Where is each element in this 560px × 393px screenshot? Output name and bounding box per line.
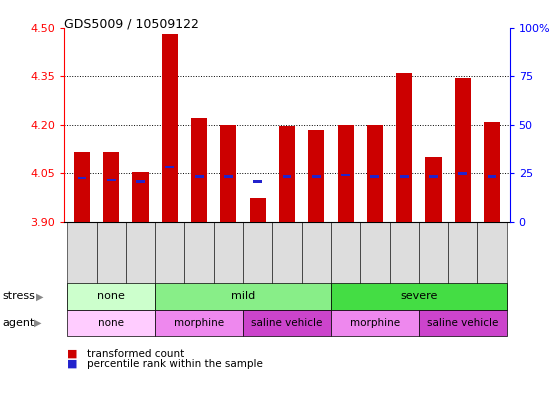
Bar [253, 180, 262, 183]
Text: stress: stress [3, 291, 36, 301]
Text: ■: ■ [67, 349, 78, 359]
Bar [426, 157, 441, 222]
Bar [184, 222, 214, 310]
Text: ■: ■ [67, 359, 78, 369]
Bar [341, 174, 350, 176]
Bar [279, 127, 295, 222]
Text: percentile rank within the sample: percentile rank within the sample [87, 359, 263, 369]
Bar [97, 222, 126, 310]
Bar [224, 176, 233, 178]
Bar [400, 176, 409, 178]
Bar [214, 222, 243, 310]
Bar [136, 180, 145, 183]
Text: saline vehicle: saline vehicle [427, 318, 498, 328]
Bar [302, 222, 331, 310]
Bar [74, 152, 90, 222]
Text: transformed count: transformed count [87, 349, 184, 359]
Bar [455, 78, 471, 222]
Text: morphine: morphine [174, 318, 224, 328]
Bar [370, 176, 379, 178]
Text: GDS5009 / 10509122: GDS5009 / 10509122 [64, 18, 199, 31]
Bar [103, 152, 119, 222]
Bar [458, 172, 467, 174]
Bar [77, 177, 86, 180]
Bar [331, 222, 360, 310]
Bar [477, 222, 507, 310]
Bar [312, 176, 321, 178]
Bar [243, 222, 272, 310]
Bar [107, 179, 116, 181]
Bar [283, 176, 291, 178]
Text: agent: agent [3, 318, 35, 328]
Bar [367, 125, 383, 222]
Bar [126, 222, 155, 310]
Text: mild: mild [231, 291, 255, 301]
Bar [448, 222, 477, 310]
Text: saline vehicle: saline vehicle [251, 318, 323, 328]
Bar [162, 34, 178, 222]
Text: morphine: morphine [350, 318, 400, 328]
Bar [429, 176, 438, 178]
Text: none: none [97, 291, 125, 301]
Bar [155, 222, 184, 310]
Bar [396, 73, 412, 222]
Bar [419, 222, 448, 310]
Bar [390, 222, 419, 310]
Text: severe: severe [400, 291, 437, 301]
Bar [195, 176, 204, 178]
Bar [484, 121, 500, 222]
Bar [191, 118, 207, 222]
Bar [488, 176, 497, 178]
Bar [221, 125, 236, 222]
Bar [250, 198, 266, 222]
Bar [360, 222, 390, 310]
Bar [272, 222, 302, 310]
Text: none: none [98, 318, 124, 328]
Bar [338, 125, 353, 222]
Bar [308, 130, 324, 222]
Bar [165, 166, 174, 168]
Text: ▶: ▶ [34, 318, 41, 328]
Bar [133, 172, 148, 222]
Bar [67, 222, 97, 310]
Text: ▶: ▶ [36, 291, 44, 301]
